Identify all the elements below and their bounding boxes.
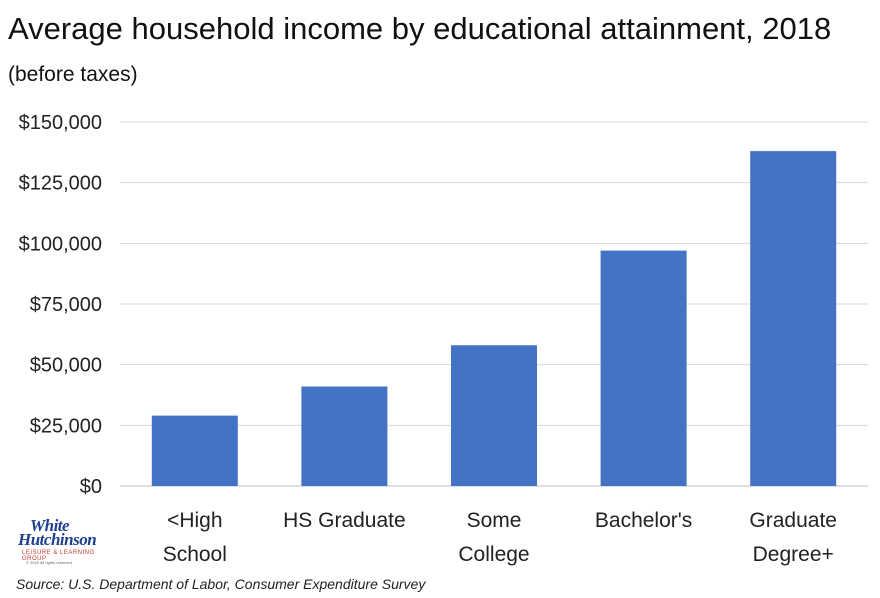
y-tick-label: $0 (80, 476, 102, 498)
x-tick-label: Degree+ (753, 543, 834, 566)
bar (600, 250, 687, 486)
x-tick-label: HS Graduate (283, 509, 406, 532)
source-note: Source: U.S. Department of Labor, Consum… (16, 576, 426, 592)
x-tick-label: Graduate (749, 509, 837, 532)
logo-line-2: Hutchinson (18, 530, 97, 549)
y-tick-label: $100,000 (19, 233, 102, 255)
y-tick-label: $75,000 (30, 294, 102, 316)
x-tick-label: Some (467, 509, 522, 532)
bar (451, 345, 537, 486)
y-tick-label: $150,000 (19, 112, 102, 134)
logo-line-3: LEISURE & LEARNING GROUP (22, 550, 95, 562)
y-tick-label: $125,000 (19, 173, 102, 195)
chart-title: Average household income by educational … (8, 8, 868, 96)
chart-title-sub: (before taxes) (8, 63, 138, 86)
chart-title-main: Average household income by educational … (8, 11, 832, 46)
company-logo: White Hutchinson LEISURE & LEARNING GROU… (16, 516, 116, 572)
bar (301, 386, 388, 486)
x-tick-label: <High (167, 509, 222, 532)
x-tick-label: Bachelor's (595, 509, 692, 532)
bar (750, 151, 837, 486)
y-tick-label: $50,000 (30, 355, 102, 377)
bar (151, 415, 238, 486)
x-tick-label: School (163, 543, 227, 566)
x-tick-label: College (458, 543, 529, 566)
logo-line-4: © 2019 All rights reserved (26, 560, 72, 565)
logo-line-1: White (30, 516, 70, 535)
y-tick-label: $25,000 (30, 415, 102, 437)
